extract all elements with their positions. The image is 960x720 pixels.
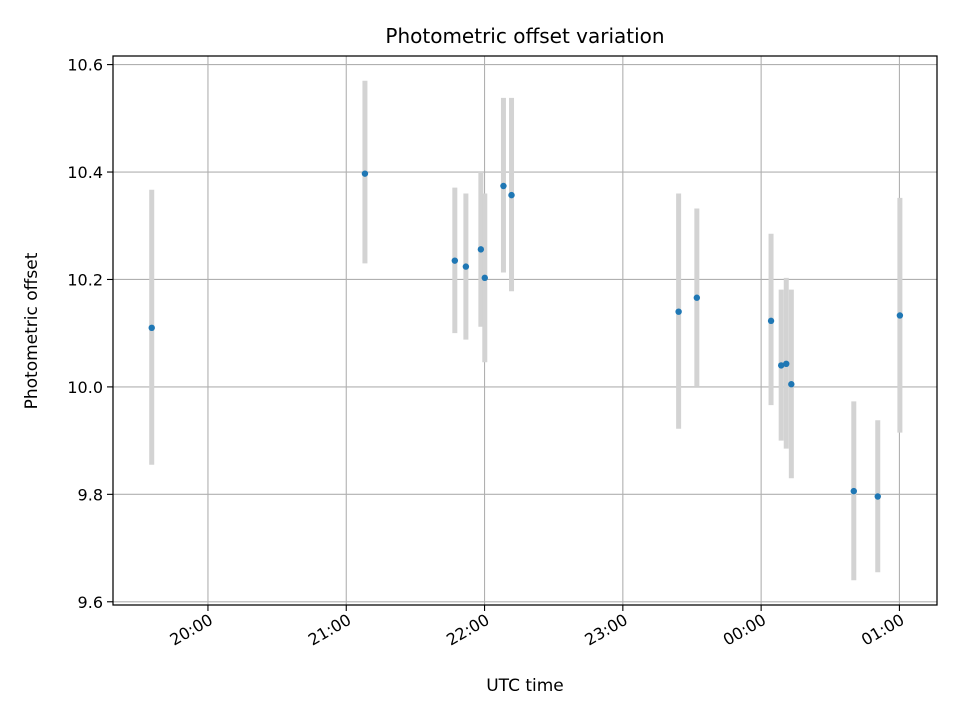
- y-tick-label: 9.6: [78, 593, 103, 612]
- data-point: [500, 182, 507, 190]
- x-tick-label: 23:00: [581, 610, 630, 650]
- data-point: [788, 381, 795, 388]
- x-tick-label: 21:00: [305, 610, 354, 650]
- data-point: [477, 246, 485, 253]
- chart-title: Photometric offset variation: [385, 24, 664, 48]
- x-tick-label: 00:00: [720, 610, 769, 650]
- y-axis: 9.6 9.8 10.0 10.2 10.4 10.6: [67, 56, 113, 612]
- data-point: [481, 274, 488, 282]
- error-bars: [149, 80, 903, 581]
- y-tick-label: 9.8: [78, 485, 103, 504]
- data-point: [874, 493, 881, 500]
- y-axis-title: Photometric offset: [22, 252, 42, 409]
- data-point: [675, 308, 682, 315]
- data-point: [508, 191, 515, 199]
- x-axis: 20:00 21:00 22:00 23:00 00:00 01:00: [167, 605, 907, 650]
- data-point: [462, 263, 470, 270]
- y-tick-label: 10.0: [67, 378, 103, 397]
- data-point: [693, 294, 701, 301]
- data-point: [777, 362, 785, 369]
- x-tick-label: 01:00: [858, 610, 907, 650]
- grid-lines: [113, 56, 937, 605]
- data-point: [451, 257, 459, 264]
- data-point: [148, 324, 155, 332]
- y-tick-label: 10.6: [67, 56, 103, 75]
- x-axis-title: UTC time: [486, 676, 564, 696]
- data-point: [783, 360, 790, 368]
- data-points: [148, 170, 904, 500]
- x-tick-label: 22:00: [443, 610, 492, 650]
- data-point: [361, 170, 369, 177]
- data-point: [767, 317, 775, 325]
- x-tick-label: 20:00: [167, 610, 216, 650]
- data-point: [896, 312, 904, 319]
- data-point: [850, 487, 857, 495]
- plot-frame: [112, 55, 938, 606]
- y-tick-label: 10.2: [67, 270, 103, 289]
- y-tick-label: 10.4: [67, 163, 103, 182]
